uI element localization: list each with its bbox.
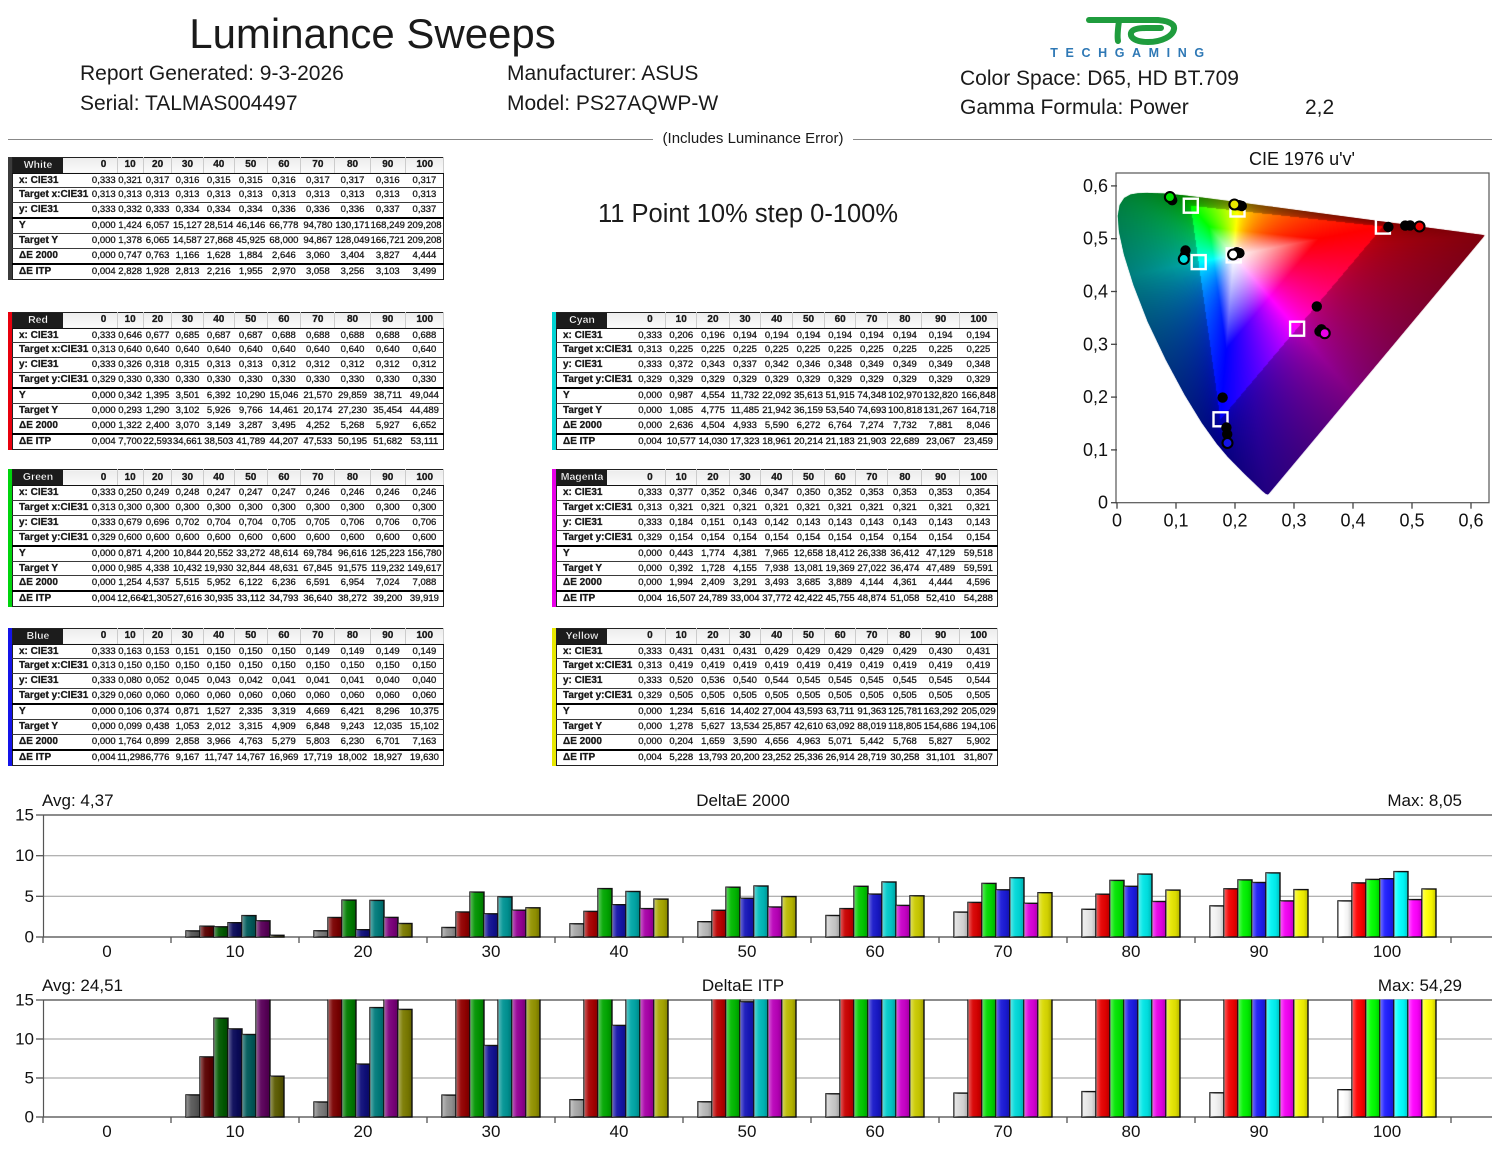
svg-text:10: 10 — [226, 1122, 245, 1141]
svg-text:0: 0 — [102, 942, 111, 961]
svg-text:20: 20 — [354, 1122, 373, 1141]
svg-text:40: 40 — [610, 942, 629, 961]
svg-text:70: 70 — [994, 942, 1013, 961]
svg-text:40: 40 — [610, 1122, 629, 1141]
svg-text:0: 0 — [1098, 493, 1108, 513]
svg-text:Avg: 4,37: Avg: 4,37 — [42, 791, 114, 810]
svg-text:Max: 54,29: Max: 54,29 — [1378, 976, 1462, 995]
svg-text:0,6: 0,6 — [1083, 176, 1108, 196]
svg-text:70: 70 — [994, 1122, 1013, 1141]
svg-text:60: 60 — [866, 1122, 885, 1141]
svg-text:80: 80 — [1122, 942, 1141, 961]
svg-text:TECHGAMING: TECHGAMING — [1050, 46, 1211, 60]
svg-text:Max: 8,05: Max: 8,05 — [1387, 791, 1462, 810]
svg-text:60: 60 — [866, 942, 885, 961]
svg-text:0,1: 0,1 — [1083, 440, 1108, 460]
svg-text:90: 90 — [1250, 942, 1269, 961]
svg-text:50: 50 — [738, 1122, 757, 1141]
svg-text:30: 30 — [482, 942, 501, 961]
svg-text:0,4: 0,4 — [1083, 282, 1108, 302]
svg-text:0: 0 — [1112, 511, 1122, 531]
svg-text:0,3: 0,3 — [1281, 511, 1306, 531]
svg-text:0,3: 0,3 — [1083, 334, 1108, 354]
svg-text:0: 0 — [25, 1108, 34, 1127]
svg-text:CIE 1976 u'v': CIE 1976 u'v' — [1249, 149, 1355, 169]
svg-text:5: 5 — [25, 887, 34, 906]
svg-text:5: 5 — [25, 1069, 34, 1088]
svg-text:30: 30 — [482, 1122, 501, 1141]
svg-text:0,4: 0,4 — [1340, 511, 1365, 531]
svg-text:0,5: 0,5 — [1083, 229, 1108, 249]
svg-text:0,6: 0,6 — [1458, 511, 1483, 531]
svg-text:100: 100 — [1373, 1122, 1401, 1141]
svg-text:15: 15 — [15, 991, 34, 1010]
svg-text:0: 0 — [102, 1122, 111, 1141]
svg-text:15: 15 — [15, 806, 34, 825]
svg-text:Avg: 24,51: Avg: 24,51 — [42, 976, 123, 995]
svg-text:0,2: 0,2 — [1083, 387, 1108, 407]
svg-text:80: 80 — [1122, 1122, 1141, 1141]
svg-text:0,1: 0,1 — [1163, 511, 1188, 531]
svg-text:20: 20 — [354, 942, 373, 961]
svg-text:0: 0 — [25, 928, 34, 947]
svg-text:0,5: 0,5 — [1399, 511, 1424, 531]
svg-text:50: 50 — [738, 942, 757, 961]
svg-text:DeltaE ITP: DeltaE ITP — [702, 976, 784, 995]
svg-text:DeltaE 2000: DeltaE 2000 — [696, 791, 790, 810]
svg-text:0,2: 0,2 — [1222, 511, 1247, 531]
svg-text:90: 90 — [1250, 1122, 1269, 1141]
svg-text:10: 10 — [226, 942, 245, 961]
svg-text:10: 10 — [15, 1030, 34, 1049]
svg-text:10: 10 — [15, 846, 34, 865]
svg-text:100: 100 — [1373, 942, 1401, 961]
